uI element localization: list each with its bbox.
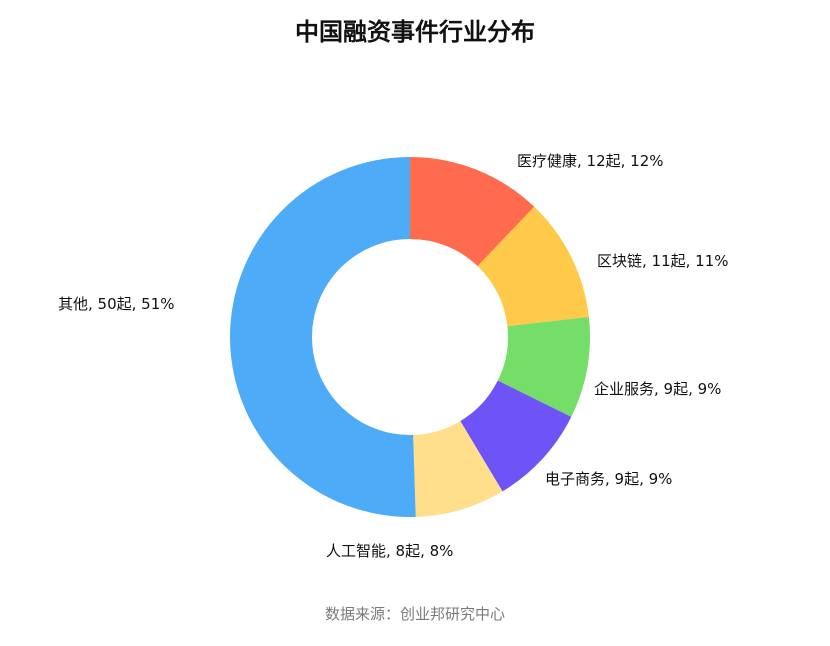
slice-label: 人工智能, 8起, 8%: [326, 542, 453, 560]
slice-医疗健康: [410, 157, 535, 267]
slice-label: 电子商务, 9起, 9%: [545, 470, 672, 488]
slice-label: 医疗健康, 12起, 12%: [517, 152, 664, 170]
slice-label: 企业服务, 9起, 9%: [594, 380, 721, 398]
slice-labels: 医疗健康, 12起, 12% 区块链, 11起, 11% 企业服务, 9起, 9% 电…: [58, 152, 729, 560]
donut-slices: [229, 157, 590, 517]
slice-label: 其他, 50起, 51%: [58, 295, 175, 313]
slice-电子商务: [460, 380, 572, 492]
chart-title: 中国融资事件行业分布: [295, 18, 535, 46]
data-source-note: 数据来源：创业邦研究中心: [324, 605, 505, 623]
slice-其他: [229, 157, 416, 517]
slice-label: 区块链, 11起, 11%: [597, 252, 729, 270]
slice-企业服务: [497, 317, 590, 417]
slice-人工智能: [413, 421, 503, 517]
slice-区块链: [477, 206, 589, 327]
